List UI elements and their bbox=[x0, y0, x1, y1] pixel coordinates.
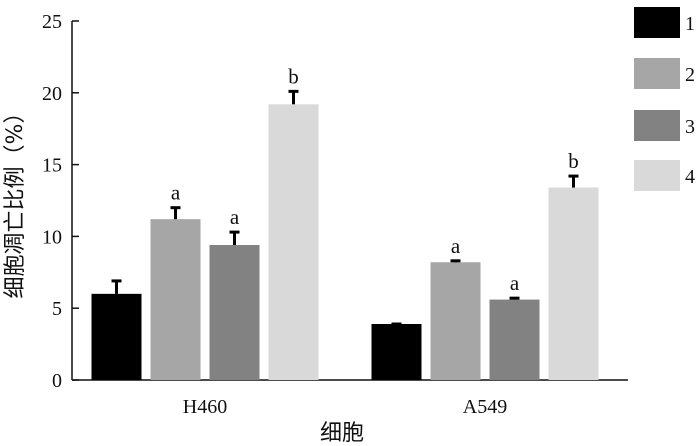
y-axis-label: 细胞凋亡比例（%） bbox=[3, 102, 28, 299]
y-tick-label: 5 bbox=[52, 298, 62, 320]
bar bbox=[91, 293, 142, 380]
significance-label: a bbox=[510, 271, 520, 295]
bar bbox=[150, 219, 201, 380]
bar bbox=[430, 262, 481, 380]
legend-label: 4 bbox=[685, 166, 695, 188]
significance-label: b bbox=[288, 64, 299, 88]
bar bbox=[489, 299, 540, 380]
y-tick-label: 10 bbox=[42, 226, 62, 248]
legend-swatch bbox=[634, 58, 680, 89]
bar bbox=[548, 187, 599, 380]
y-tick-label: 25 bbox=[42, 11, 62, 33]
y-tick-label: 0 bbox=[52, 370, 62, 392]
x-axis-label: 细胞 bbox=[320, 421, 364, 446]
significance-label: a bbox=[171, 181, 181, 205]
x-tick-label: A549 bbox=[463, 396, 507, 418]
legend-swatch bbox=[634, 160, 680, 191]
legend-label: 1 bbox=[685, 13, 695, 35]
y-tick-label: 20 bbox=[42, 83, 62, 105]
bar bbox=[371, 323, 422, 380]
legend-label: 3 bbox=[685, 116, 695, 138]
bar bbox=[268, 104, 319, 381]
significance-label: a bbox=[230, 205, 240, 229]
x-tick-label: H460 bbox=[183, 396, 227, 418]
legend-label: 2 bbox=[685, 64, 695, 86]
legend-swatch bbox=[634, 7, 680, 38]
bar bbox=[209, 245, 260, 380]
bars: a a b a a b bbox=[91, 64, 599, 381]
y-tick-label: 15 bbox=[42, 155, 62, 177]
significance-label: a bbox=[451, 234, 461, 258]
significance-label: b bbox=[568, 149, 579, 173]
legend-swatch bbox=[634, 110, 680, 141]
legend: 1 2 3 4 bbox=[634, 7, 695, 191]
